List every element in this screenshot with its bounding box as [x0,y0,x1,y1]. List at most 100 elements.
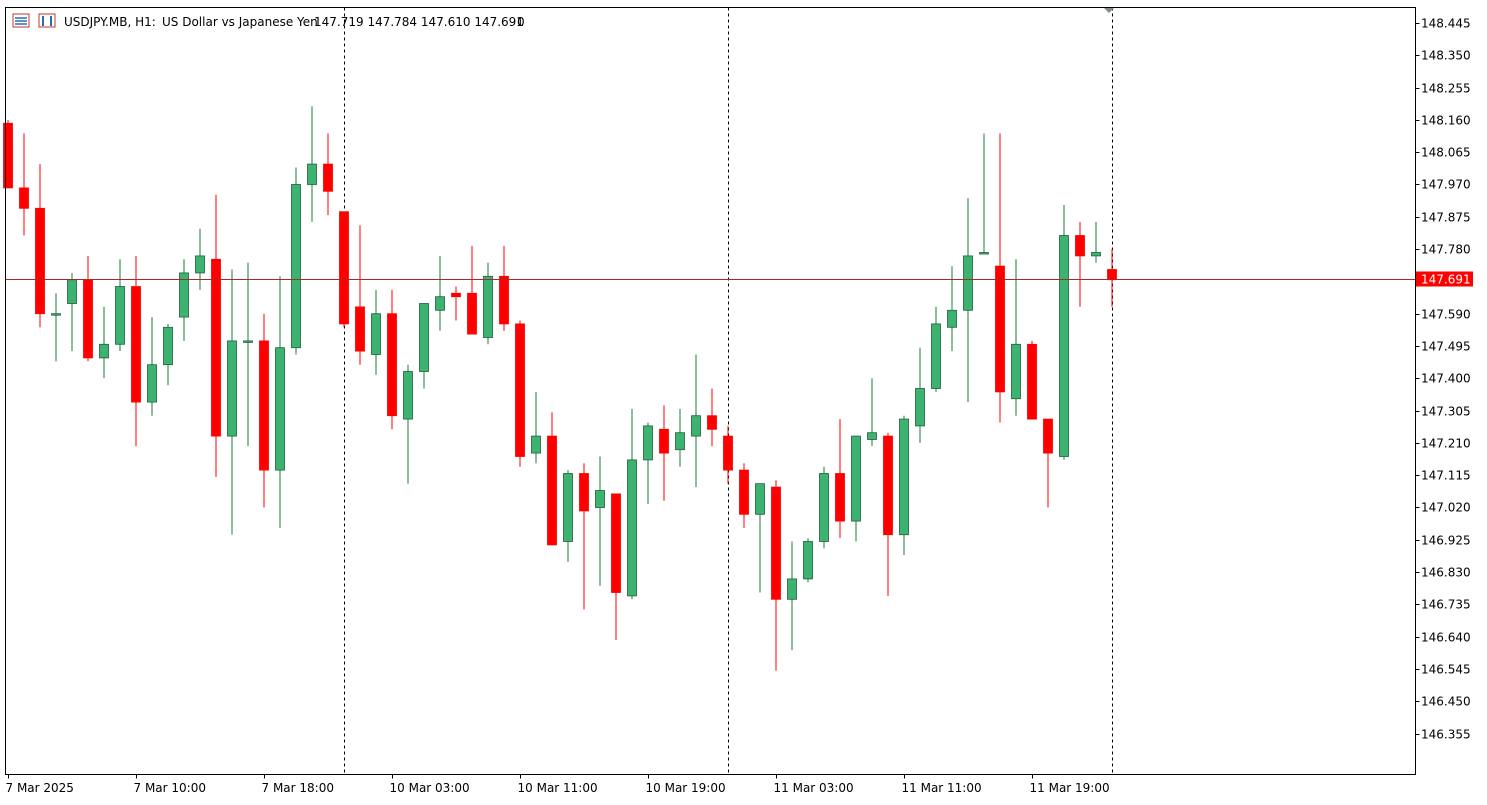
candle [163,323,173,386]
candle-body-bull [307,163,317,185]
symbol-timeframe: USDJPY.MB, H1: [64,15,156,29]
x-tick-label: 11 Mar 19:00 [1030,781,1110,795]
y-axis[interactable]: 148.445 148.350 148.255 148.160 148.065 147.9… [1415,17,1471,742]
candle-body-bear [499,275,509,325]
candle [611,493,621,641]
candle-body-bull [803,541,813,580]
plot-frame [5,7,1416,775]
candle [819,466,829,549]
y-tick-label: 146.830 [1421,566,1471,580]
candle-body-bear [611,493,621,593]
chart-list-icon[interactable] [12,13,30,28]
candle [3,119,13,189]
candles-layer [3,106,1117,671]
y-tick-label: 147.305 [1421,405,1471,419]
y-tick-label: 147.590 [1421,308,1471,322]
candle [755,483,765,593]
candle [291,167,301,355]
x-axis[interactable]: 7 Mar 2025 7 Mar 10:00 7 Mar 18:00 10 Mar 0… [6,774,1110,796]
candle [547,412,557,546]
candle [323,133,333,216]
candle [899,415,909,556]
candle-body-bull [67,279,77,304]
x-tick-label: 10 Mar 19:00 [646,781,726,795]
header-extra-value: 0 [517,15,525,29]
candle [723,425,733,484]
y-tick-label: 148.160 [1421,114,1471,128]
candle-body-bull [115,286,125,345]
candle-body-bull [1059,235,1069,457]
candle [403,364,413,484]
candle [131,255,141,447]
candle-body-bear [83,279,93,359]
candle-body-bear [211,258,221,437]
candle-body-bear [883,435,893,536]
candle-body-bull [691,415,701,437]
candle-body-bull [979,252,989,255]
candle-body-bear [579,473,589,512]
candle-body-bear [259,340,269,471]
candle [307,106,317,222]
chart-shift-marker[interactable] [1104,8,1114,13]
candle-body-bull [419,303,429,372]
candle [1027,340,1037,420]
y-tick-label: 147.495 [1421,340,1471,354]
candle-body-bull [483,275,493,338]
candle [963,198,973,403]
session-separators [344,7,1113,775]
candle [883,432,893,596]
candle-body-bull [147,364,157,403]
y-tick-label: 148.255 [1421,82,1471,96]
y-tick-label: 148.350 [1421,49,1471,63]
candle [627,408,637,600]
x-tick-label: 7 Mar 2025 [6,781,74,795]
candle-body-bull [627,459,637,597]
y-tick-label: 146.545 [1421,663,1471,677]
candle [179,259,189,341]
candle-body-bull [243,340,253,343]
candle-body-bear [131,286,141,403]
candle-body-bull [755,483,765,515]
candle-body-bull [403,371,413,420]
candle [275,276,285,528]
candle [211,194,221,477]
candle [659,405,669,501]
candle [483,262,493,345]
candle [1011,259,1021,416]
candle [19,133,29,236]
y-tick-label: 147.400 [1421,372,1471,386]
candle [803,538,813,583]
candle [467,245,477,335]
candle [931,306,941,392]
y-tick-label: 146.735 [1421,598,1471,612]
one-click-trading-icon[interactable] [38,13,56,28]
candle-body-bear [995,265,1005,393]
y-tick-label: 147.780 [1421,243,1471,257]
y-tick-label: 147.875 [1421,211,1471,225]
candle-body-bull [1011,343,1021,400]
candle-body-bull [371,313,381,355]
y-tick-label: 146.640 [1421,631,1471,645]
candle-body-bull [643,425,653,461]
candle-body-bull [1091,252,1101,257]
candle [195,228,205,290]
candle [979,133,989,255]
candle-body-bull [963,255,973,311]
candle [259,313,269,508]
candle [227,269,237,535]
candle [1075,221,1085,307]
candle [515,320,525,467]
candle [915,347,925,443]
candle-body-bear [35,207,45,315]
candle-body-bear [515,323,525,457]
candle [947,266,957,352]
candle-body-bull [531,435,541,454]
candle [1043,418,1053,508]
candle-body-bull [819,473,829,542]
y-tick-label: 146.355 [1421,728,1471,742]
candle [83,255,93,362]
candle [371,289,381,375]
candle-body-bear [835,473,845,522]
